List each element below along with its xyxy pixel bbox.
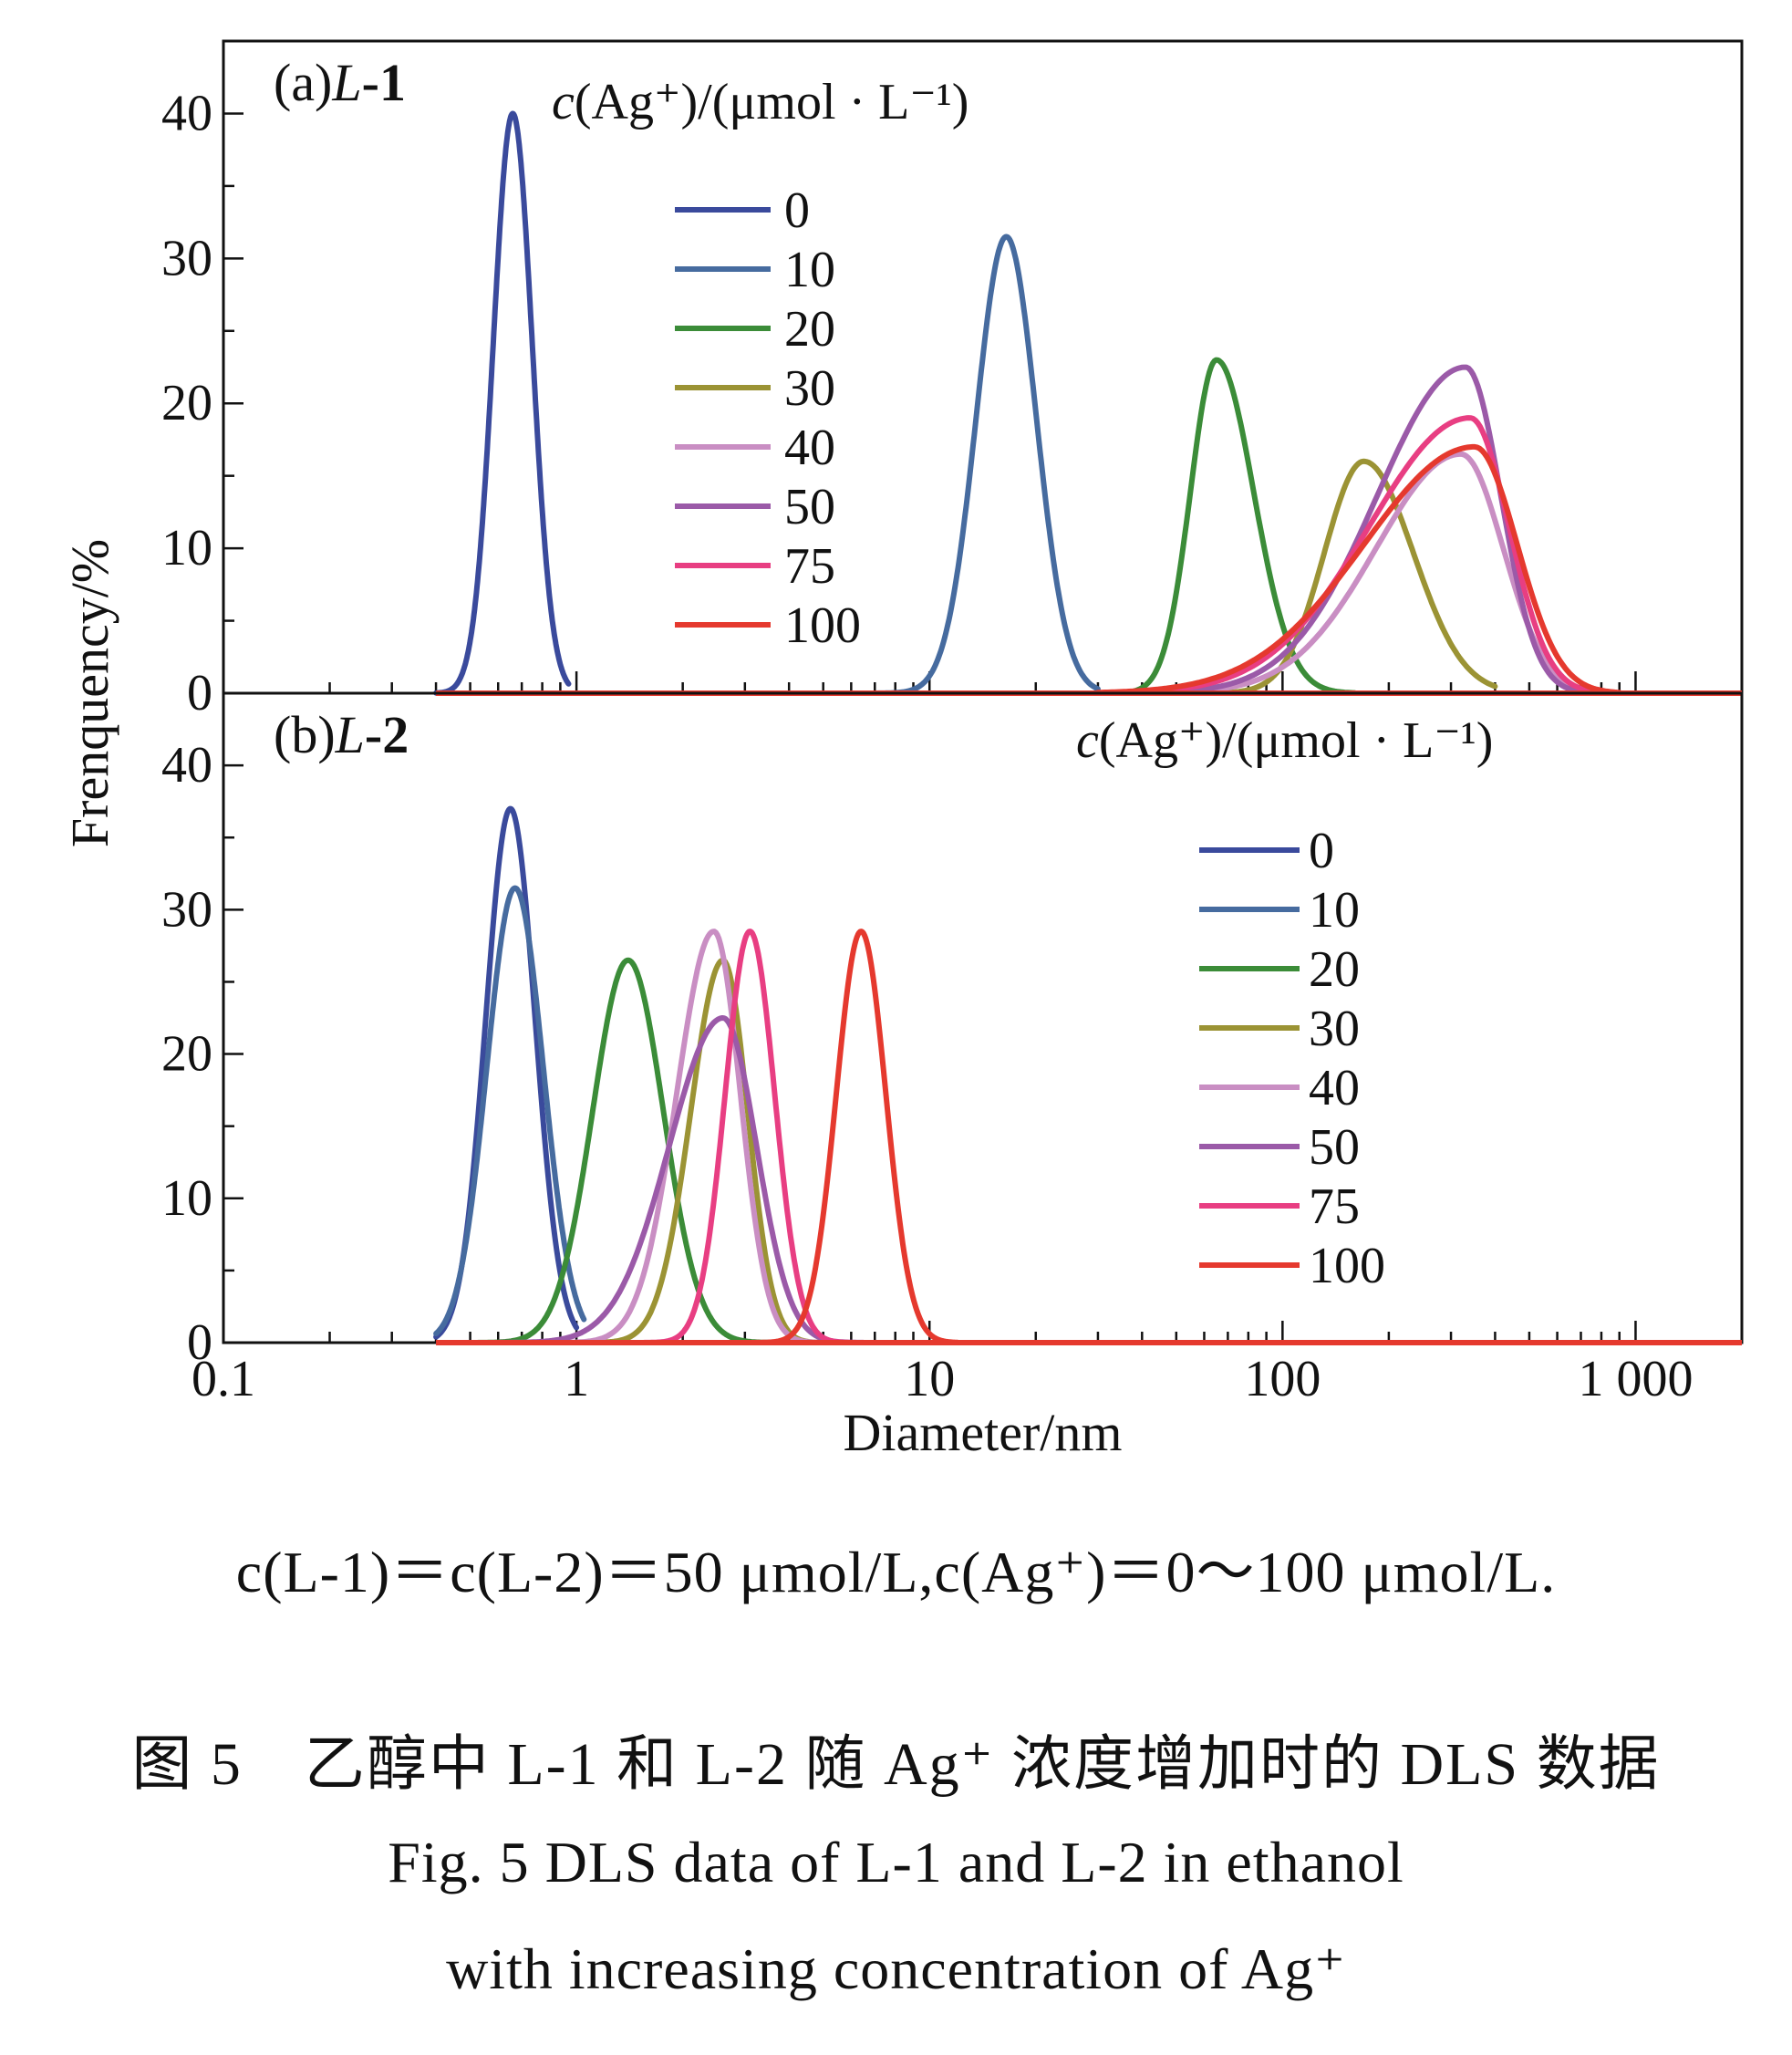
y-tick-label: 20 [161,1026,212,1083]
x-tick-label: 100 [1244,1351,1321,1407]
legend-label-75: 75 [1309,1178,1360,1235]
y-tick-label: 30 [161,230,212,286]
conditions-note: c(L-1)＝c(L-2)＝50 μmol/L,c(Ag⁺)＝0～100 μmo… [235,1540,1557,1604]
y-tick-label: 10 [161,1170,212,1227]
x-tick-label: 1 [564,1351,589,1407]
x-tick-label: 10 [904,1351,955,1407]
legend-label-100: 100 [784,597,861,654]
legend-label-30: 30 [1309,1001,1360,1057]
y-tick-label: 30 [161,881,212,938]
legend-title: c(Ag⁺)/(μmol · L⁻¹) [1076,712,1493,769]
series-line-100 [1094,443,1622,696]
series-line-20 [989,357,1358,696]
legend-label-40: 40 [1309,1060,1360,1116]
x-tick-label: 0.1 [192,1351,255,1407]
series-line-10 [872,234,1101,696]
legend-label-20: 20 [784,301,835,358]
y-tick-label: 0 [187,1314,212,1371]
panel-label: (b)L-2 [274,705,409,764]
legend-label-100: 100 [1309,1238,1385,1294]
y-tick-label: 40 [161,85,212,141]
y-tick-label: 10 [161,520,212,576]
legend-label-0: 0 [1309,823,1334,879]
series-line-10 [433,885,587,1337]
figure-caption-english-line2: with increasing concentration of Ag⁺ [446,1936,1346,2001]
series-line-75 [1094,415,1604,696]
series-line-0 [433,110,572,696]
plot-frame [222,691,1744,1344]
legend-label-50: 50 [784,479,835,535]
series-line-20 [467,957,784,1345]
legend-label-20: 20 [1309,941,1360,998]
legend-label-50: 50 [1309,1119,1360,1176]
y-tick-label: 0 [187,665,212,721]
panel-label: (a)L-1 [274,53,406,112]
y-tick-label: 40 [161,737,212,794]
legend-label-75: 75 [784,538,835,595]
legend-label-10: 10 [784,242,835,298]
x-axis-title: Diameter/nm [843,1403,1122,1462]
y-tick-label: 20 [161,375,212,431]
figure-caption-chinese: 图 5 乙醇中 L-1 和 L-2 随 Ag⁺ 浓度增加时的 DLS 数据 [131,1731,1661,1798]
figure-caption-english-line1: Fig. 5 DLS data of L-1 and L-2 in ethano… [388,1830,1404,1894]
legend-label-0: 0 [784,182,810,239]
dls-figure: 0 10 20 30 40 (a)L-1 c(Ag⁺)/(μmol · L⁻¹) 0 10 20 3… [60,39,1744,1462]
legend-label-40: 40 [784,420,835,476]
series-line-0 [433,805,580,1340]
legend-title: c(Ag⁺)/(μmol · L⁻¹) [552,74,969,130]
legend-label-30: 30 [784,360,835,417]
legend-label-10: 10 [1309,882,1360,939]
series-line-50 [1094,364,1604,696]
x-tick-label: 1 000 [1578,1351,1693,1407]
y-axis-title: Frenquency/% [60,539,119,847]
